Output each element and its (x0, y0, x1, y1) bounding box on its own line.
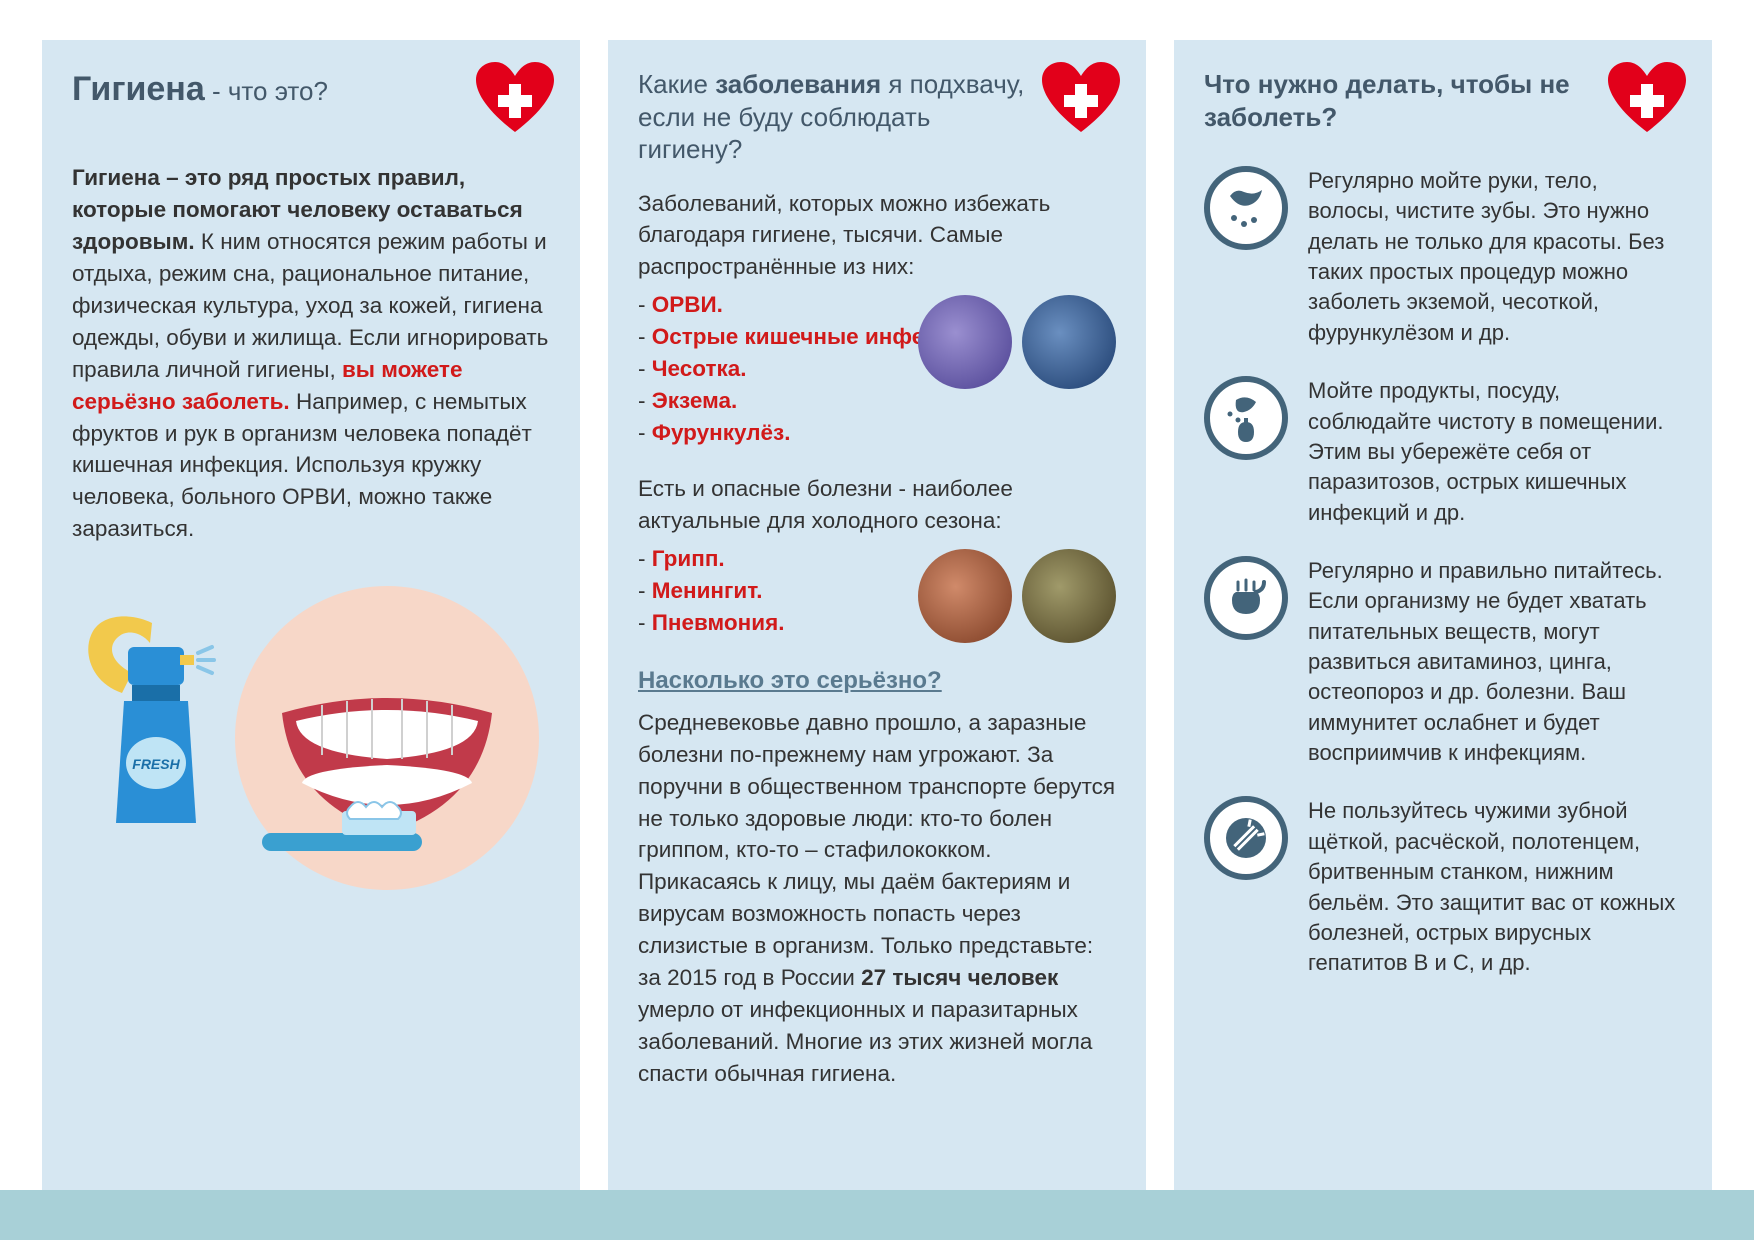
heart-cross-icon (1042, 62, 1120, 134)
col2-title-bold: заболевания (715, 69, 881, 99)
mouth-toothbrush-icon (232, 583, 542, 893)
serious-bold: 27 тысяч человек (861, 965, 1058, 990)
col2-title-pre: Какие (638, 69, 715, 99)
col2-header: Какие заболевания я подхвачу, если не бу… (638, 68, 1116, 166)
tip-item: Не пользуйтесь чужими зубной щёткой, рас… (1204, 796, 1682, 978)
col1-illustrations: FRESH (72, 573, 550, 893)
microbe-icon (1022, 295, 1116, 389)
spray-label: FRESH (132, 756, 180, 772)
serious-p2: умерло от инфекционных и паразитарных за… (638, 997, 1092, 1086)
col1-paragraph: Гигиена – это ряд простых правил, которы… (72, 162, 550, 545)
disease-item: Экзема. (652, 388, 738, 413)
col2-intro2: Есть и опасные болезни - наиболее актуал… (638, 473, 1116, 537)
col2-subheading: Насколько это серьёзно? (638, 667, 1116, 695)
serious-p1: Средневековье давно прошло, а заразные б… (638, 710, 1115, 991)
column-2: Какие заболевания я подхвачу, если не бу… (608, 40, 1146, 1190)
tip-item: Регулярно мойте руки, тело, волосы, чист… (1204, 166, 1682, 348)
tips-list: Регулярно мойте руки, тело, волосы, чист… (1204, 166, 1682, 979)
disease-item: Пневмония. (652, 610, 785, 635)
heart-cross-icon (1608, 62, 1686, 134)
microbe-images-top (918, 295, 1116, 389)
disease-item: Чесотка. (652, 356, 747, 381)
wash-hands-icon (1204, 166, 1288, 250)
spray-bottle-icon: FRESH (72, 603, 242, 843)
col1-title-rest: - что это? (205, 76, 328, 106)
danger-diseases-block: - Грипп. - Менингит. - Пневмония. (638, 543, 1116, 639)
microbe-icon (1022, 549, 1116, 643)
disease-item: Фурункулёз. (652, 420, 791, 445)
microbe-icon (918, 295, 1012, 389)
disease-item: Грипп. (652, 546, 725, 571)
wash-food-icon (1204, 376, 1288, 460)
col1-header: Гигиена - что это? (72, 68, 550, 140)
tip-item: Регулярно и правильно питайтесь. Если ор… (1204, 556, 1682, 769)
tip-text: Регулярно мойте руки, тело, волосы, чист… (1308, 166, 1682, 348)
tip-text: Не пользуйтесь чужими зубной щёткой, рас… (1308, 796, 1682, 978)
common-diseases-block: - ОРВИ. - Острые кишечные инфекции. - Че… (638, 289, 1116, 449)
heart-cross-icon (476, 62, 554, 134)
tip-item: Мойте продукты, посуду, соблюдайте чисто… (1204, 376, 1682, 528)
nutrition-icon (1204, 556, 1288, 640)
col1-title-bold: Гигиена (72, 70, 205, 108)
disease-item: Менингит. (652, 578, 763, 603)
col2-serious: Средневековье давно прошло, а заразные б… (638, 707, 1116, 1090)
disease-item: ОРВИ. (652, 292, 723, 317)
column-1: Гигиена - что это? Гигиена – это ряд про… (42, 40, 580, 1190)
column-3: Что нужно делать, чтобы не заболеть? Рег… (1174, 40, 1712, 1190)
tip-text: Мойте продукты, посуду, соблюдайте чисто… (1308, 376, 1682, 528)
microbe-images-bottom (918, 549, 1116, 643)
footer-band (0, 1190, 1754, 1240)
tip-text: Регулярно и правильно питайтесь. Если ор… (1308, 556, 1682, 769)
col2-intro: Заболеваний, которых можно избежать благ… (638, 188, 1116, 284)
no-share-icon (1204, 796, 1288, 880)
microbe-icon (918, 549, 1012, 643)
col3-header: Что нужно делать, чтобы не заболеть? (1204, 68, 1682, 140)
page: Гигиена - что это? Гигиена – это ряд про… (0, 0, 1754, 1190)
